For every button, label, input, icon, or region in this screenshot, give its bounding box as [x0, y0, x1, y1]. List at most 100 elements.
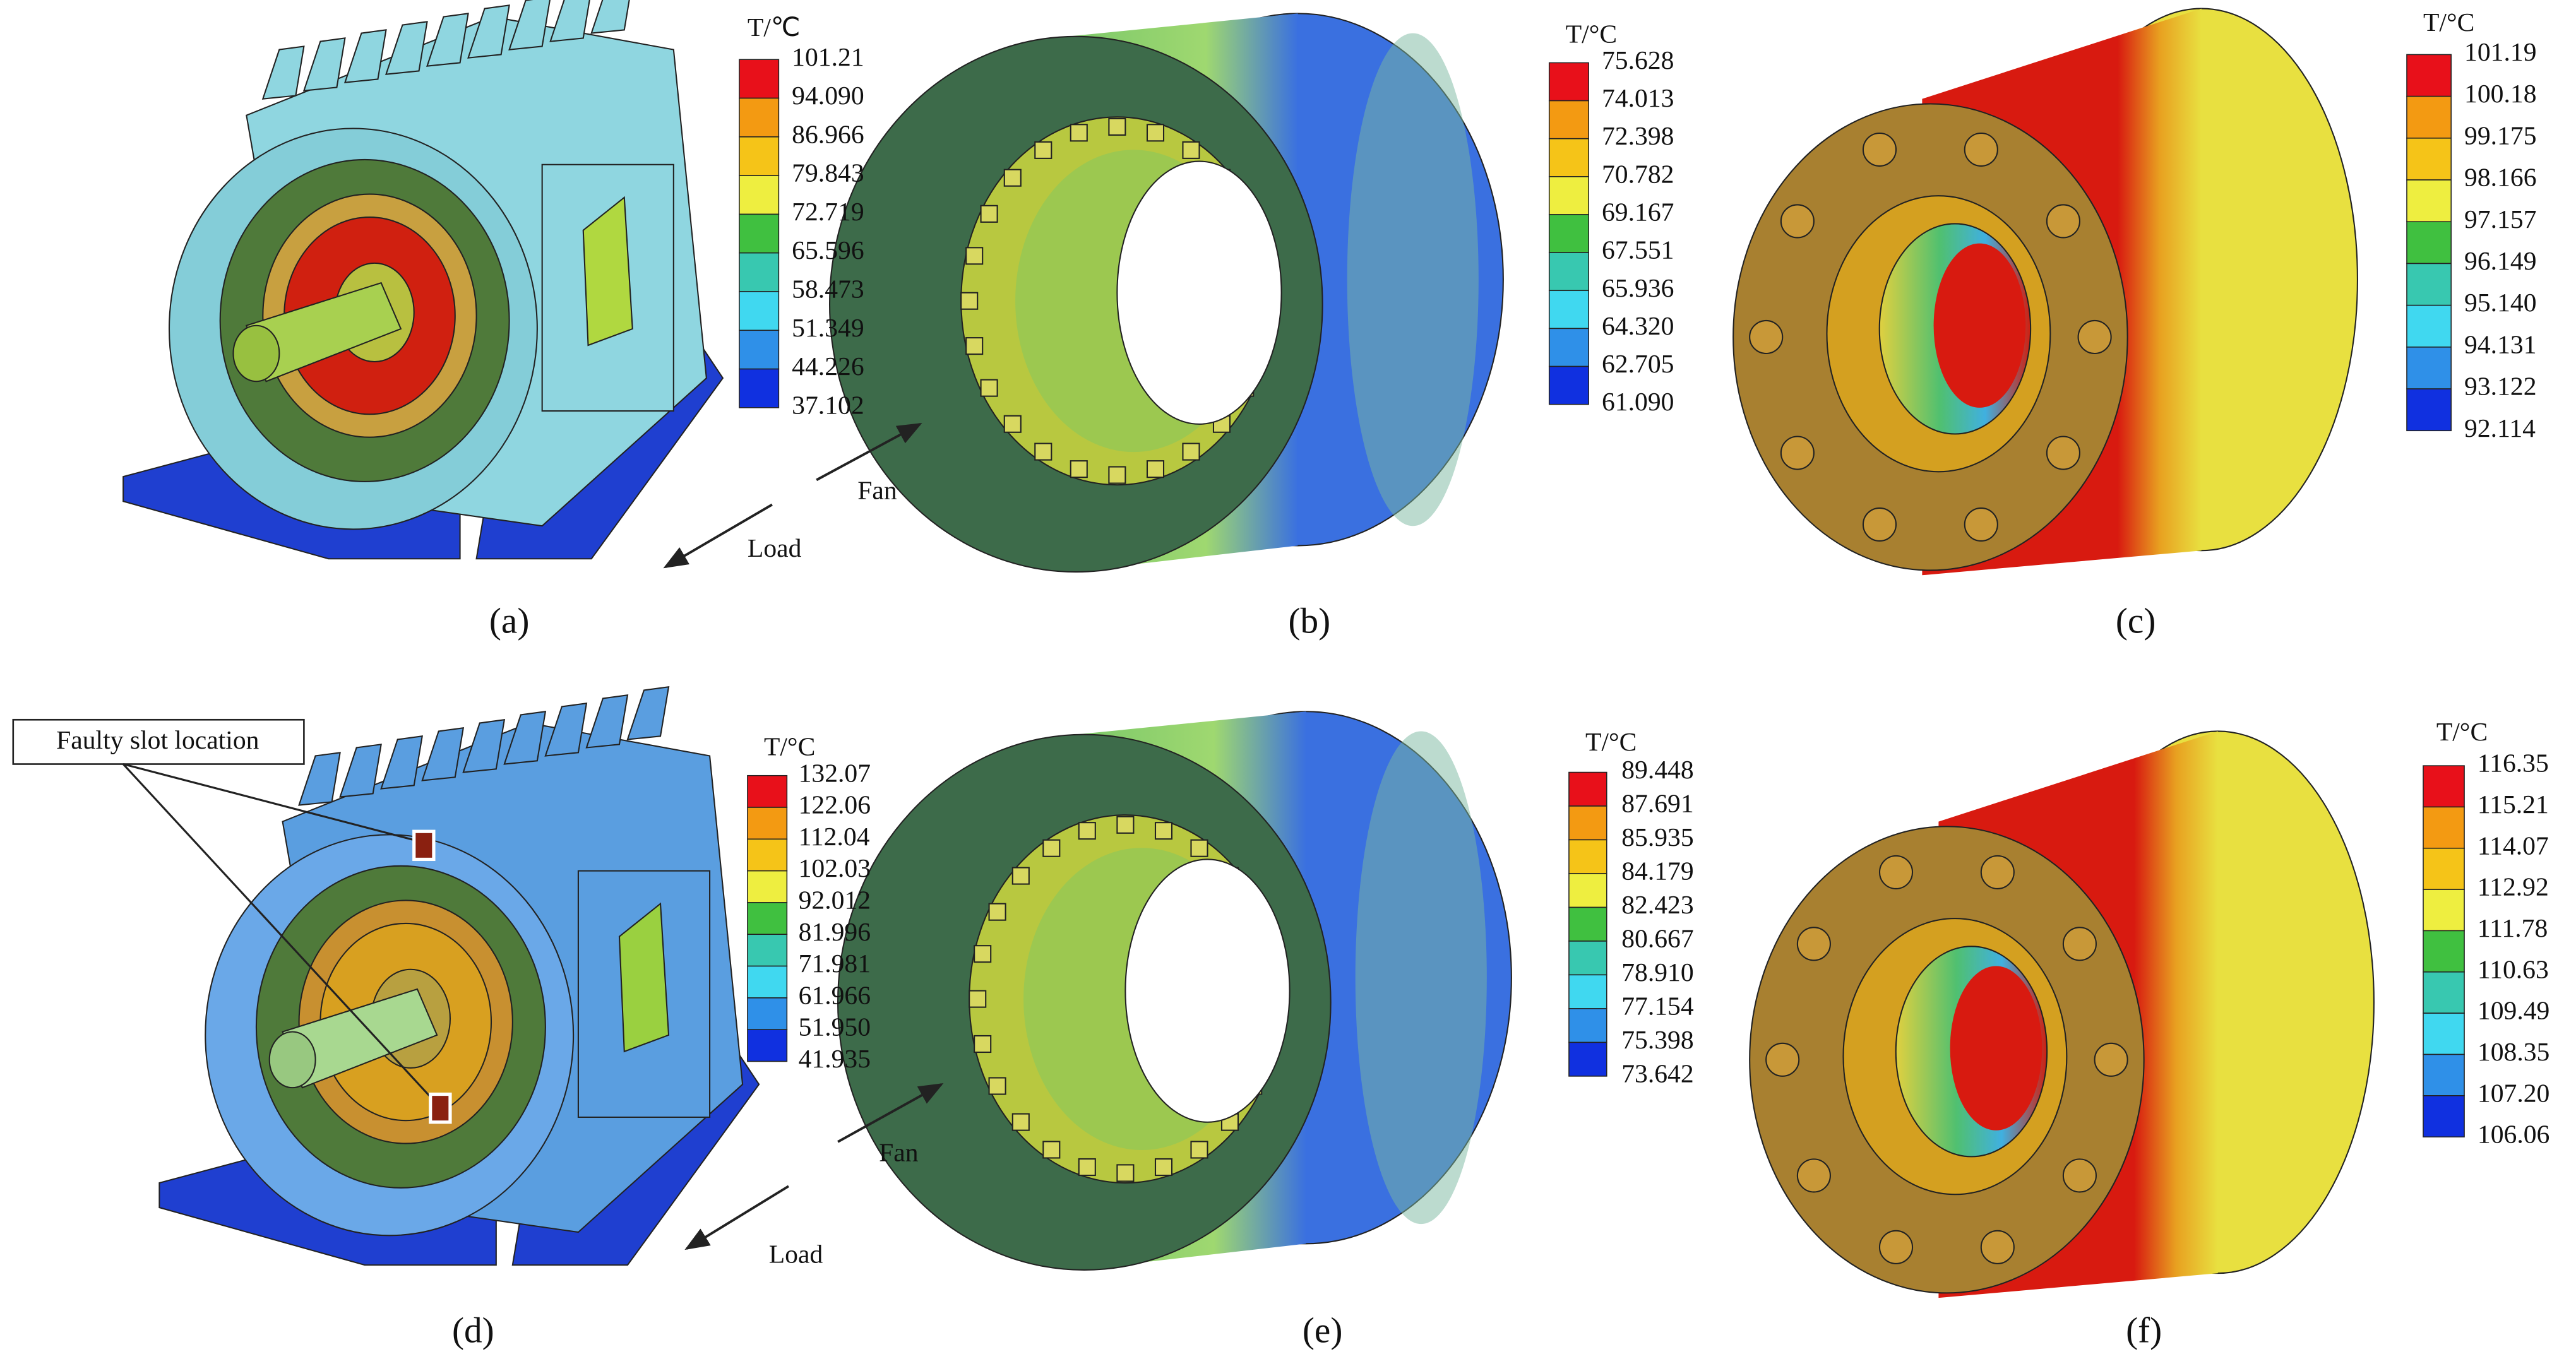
bore-red — [1933, 243, 2026, 408]
legend-label: 100.18 — [2464, 80, 2536, 109]
legend-swatch — [739, 329, 780, 370]
legend-swatch — [739, 136, 780, 176]
legend-swatch — [739, 175, 780, 215]
legend-swatch — [2423, 1053, 2465, 1096]
legend-label: 95.140 — [2464, 288, 2536, 317]
legend-swatch — [1548, 176, 1589, 215]
panel-label: (c) — [2116, 601, 2156, 641]
motor-fin — [467, 4, 510, 59]
legend-swatch — [2406, 263, 2452, 306]
panel-label: (f) — [2126, 1311, 2162, 1351]
rotor-model — [1732, 8, 2358, 576]
tooth — [1011, 1113, 1030, 1131]
legend-label: 79.843 — [792, 159, 864, 188]
panel-label: (b) — [1288, 601, 1330, 641]
legend-swatch — [1548, 365, 1589, 405]
legend-swatch — [747, 870, 788, 903]
bolt — [1765, 1042, 1800, 1077]
motor-fin — [508, 0, 551, 50]
legend-label: 51.950 — [799, 1013, 871, 1042]
tooth — [1116, 816, 1135, 834]
legend-label: 122.06 — [799, 791, 871, 820]
legend-label: 107.20 — [2478, 1079, 2549, 1108]
faulty-slot — [429, 1092, 452, 1124]
legend-label: 65.936 — [1602, 274, 1674, 303]
legend-swatch — [739, 252, 780, 292]
bolt — [1862, 132, 1897, 167]
motor-fin — [503, 711, 547, 765]
motor-fin — [462, 719, 506, 773]
stator-model — [837, 711, 1512, 1271]
bolt — [1964, 132, 1998, 167]
legend-label: 75.398 — [1621, 1026, 1693, 1055]
legend-label: 77.154 — [1621, 992, 1694, 1021]
motor-fin — [544, 703, 588, 757]
stator-side-end — [1347, 33, 1479, 526]
bolt — [1749, 319, 1784, 355]
tooth — [1154, 822, 1173, 840]
motor-model — [158, 685, 760, 1266]
legend-swatch — [747, 965, 788, 999]
tooth — [1108, 466, 1126, 484]
legend-swatch — [1548, 138, 1589, 177]
legend-title: T/°C — [764, 733, 815, 762]
panel-label: (a) — [489, 601, 530, 641]
legend-label: 51.349 — [792, 314, 864, 343]
tooth — [1011, 867, 1030, 885]
legend-swatch — [1548, 100, 1589, 139]
bolt — [1980, 855, 2015, 889]
legend-label: 85.935 — [1621, 823, 1693, 852]
bolt — [1878, 1230, 1914, 1264]
tooth — [1146, 460, 1165, 478]
legend-label: 65.596 — [792, 236, 864, 265]
legend-swatch — [2406, 138, 2452, 181]
legend-title: T/℃ — [748, 13, 801, 42]
load-arrow — [684, 1185, 789, 1250]
legend-label: 99.175 — [2464, 121, 2536, 150]
motor-fin — [339, 744, 382, 798]
motor-fin — [261, 45, 305, 100]
tooth — [974, 945, 992, 963]
motor-fin — [343, 29, 387, 83]
fan-arrow — [816, 423, 922, 482]
legend-swatch — [1568, 1042, 1607, 1077]
bolt — [2077, 319, 2112, 355]
legend-label: 72.398 — [1602, 122, 1674, 151]
legend-label: 115.21 — [2478, 790, 2549, 819]
legend-swatch — [1568, 805, 1607, 841]
legend-label: 62.705 — [1602, 350, 1674, 379]
legend-label: 132.07 — [799, 759, 871, 788]
rotor-model — [1749, 730, 2375, 1298]
legend-label: 110.63 — [2478, 955, 2549, 984]
legend-swatch — [2406, 304, 2452, 348]
motor-fin — [298, 752, 341, 806]
tooth — [1078, 822, 1096, 840]
bolt — [2062, 927, 2097, 961]
stator-side-end — [1355, 731, 1487, 1225]
legend-label: 89.448 — [1621, 756, 1693, 785]
terminal-shade — [618, 902, 670, 1053]
legend-swatch — [1568, 906, 1607, 942]
legend-swatch — [2423, 765, 2465, 808]
tooth — [1146, 124, 1165, 142]
legend-label: 94.131 — [2464, 330, 2536, 359]
panel-label: (e) — [1303, 1311, 1343, 1351]
tooth — [969, 990, 987, 1008]
bolt — [1780, 204, 1815, 239]
fan-arrow — [837, 1083, 944, 1143]
fan-label: Fan — [879, 1138, 919, 1167]
motor-fin — [385, 21, 428, 75]
legend-title: T/°C — [1585, 728, 1637, 757]
legend-label: 111.78 — [2478, 914, 2548, 943]
bolt — [1980, 1230, 2015, 1264]
legend-swatch — [747, 838, 788, 872]
legend-label: 75.628 — [1602, 46, 1674, 75]
legend-swatch — [739, 97, 780, 138]
legend-label: 106.06 — [2478, 1120, 2549, 1149]
load-arrow — [663, 503, 773, 569]
bolt — [1780, 436, 1815, 470]
legend-swatch — [747, 1029, 788, 1062]
tooth — [1190, 1141, 1208, 1159]
legend-label: 92.012 — [799, 886, 871, 915]
legend-title: T/°C — [1566, 20, 1617, 49]
